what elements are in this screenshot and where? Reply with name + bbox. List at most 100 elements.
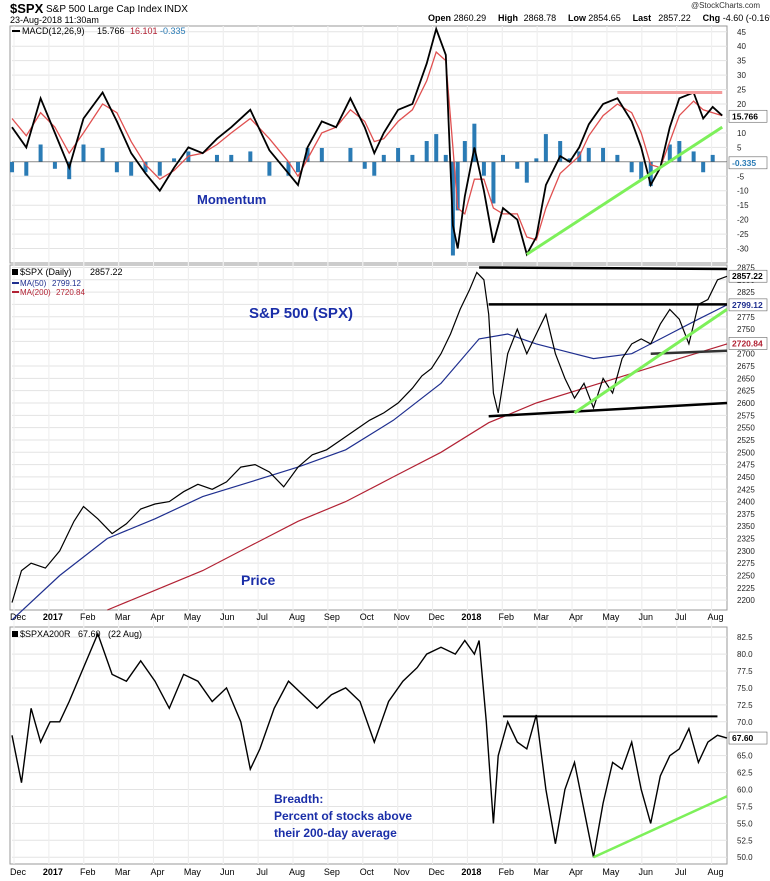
grid-lines bbox=[12, 26, 727, 864]
macd-histogram-bar bbox=[500, 154, 505, 162]
y-tick-label: 20 bbox=[737, 100, 746, 109]
x-tick-label: Sep bbox=[324, 612, 340, 622]
x-tick-label: Jul bbox=[256, 612, 268, 622]
x-tick-label: Mar bbox=[115, 867, 131, 877]
breadth-legend-name: $SPXA200R bbox=[20, 629, 71, 639]
x-tick-label: Dec bbox=[429, 612, 446, 622]
macd-histogram-bar bbox=[214, 154, 219, 162]
y-tick-label: 2600 bbox=[737, 399, 755, 408]
y-tick-label: 75.0 bbox=[737, 684, 753, 693]
y-tick-label: 2450 bbox=[737, 473, 755, 482]
y-tick-label: 60.0 bbox=[737, 786, 753, 795]
x-tick-label: Nov bbox=[394, 612, 411, 622]
y-tick-label: 25 bbox=[737, 86, 746, 95]
y-tick-label: -20 bbox=[737, 216, 749, 225]
macd-histogram-bar bbox=[10, 161, 14, 173]
value-tag-box bbox=[728, 337, 768, 350]
y-tick-label: 50.0 bbox=[737, 853, 753, 862]
y-tick-label: 70.0 bbox=[737, 718, 753, 727]
y-tick-label: 2225 bbox=[737, 584, 755, 593]
macd-histogram-bar bbox=[615, 154, 620, 162]
y-tick-label: 2700 bbox=[737, 350, 755, 359]
ma50-line bbox=[11, 304, 728, 621]
breadth-panel-frame bbox=[9, 626, 728, 865]
macd-histogram-bar bbox=[534, 158, 539, 162]
y-tick-label: 2875 bbox=[737, 263, 755, 272]
y-tick-label: -30 bbox=[737, 245, 749, 254]
y-tick-label: -15 bbox=[737, 201, 749, 210]
quote-row: Open 2860.29 High 2868.78 Low 2854.65 Last 2857… bbox=[428, 13, 770, 23]
macd-histogram-bar bbox=[558, 141, 563, 162]
macd-histogram-bar bbox=[305, 147, 310, 162]
breadth-legend: $SPXA200R 67.60 (22 Aug) bbox=[12, 629, 142, 639]
header-symbol: $SPX bbox=[10, 1, 44, 16]
macd-histogram-bar bbox=[396, 147, 401, 162]
y-tick-label: 2650 bbox=[737, 374, 755, 383]
macd-histogram-bar bbox=[710, 154, 715, 162]
price-panel-frame bbox=[9, 264, 728, 611]
value-tag-text: 2799.12 bbox=[732, 300, 763, 310]
price-legend-ma50: MA(50) bbox=[20, 279, 47, 288]
y-tick-label: 80.0 bbox=[737, 650, 753, 659]
y-tick-label: 2250 bbox=[737, 572, 755, 581]
macd-legend-macd: 15.766 bbox=[97, 26, 125, 36]
macd-histogram-bar bbox=[286, 161, 291, 176]
y-tick-label: 57.5 bbox=[737, 802, 753, 811]
trendline bbox=[488, 401, 728, 418]
macd-histogram-bar bbox=[481, 161, 486, 176]
x-tick-label: Feb bbox=[80, 612, 96, 622]
macd-histogram-bar bbox=[472, 123, 477, 162]
y-tick-label: 2400 bbox=[737, 498, 755, 507]
value-tag-box bbox=[728, 156, 768, 170]
x-tick-label: Jun bbox=[220, 867, 235, 877]
header-brand: @StockCharts.com bbox=[691, 1, 760, 10]
macd-histogram-bar bbox=[38, 144, 43, 162]
price-legend-spx-value: 2857.22 bbox=[90, 267, 123, 277]
breadth-annotation-line-2: Percent of stocks above bbox=[274, 809, 412, 823]
y-tick-label: 62.5 bbox=[737, 769, 753, 778]
macd-legend-hist: -0.335 bbox=[160, 26, 186, 36]
y-tick-label: 45 bbox=[737, 28, 746, 37]
macd-legend: MACD(12,26,9) 15.766 16.101 -0.335 bbox=[12, 26, 186, 36]
price-title: S&P 500 (SPX) bbox=[249, 305, 353, 322]
macd-histogram-bar bbox=[157, 161, 162, 176]
y-tick-label: 72.5 bbox=[737, 701, 753, 710]
y-tick-label: 2825 bbox=[737, 288, 755, 297]
trendline bbox=[479, 266, 728, 271]
value-tag-box bbox=[728, 109, 768, 123]
quote-label: Last bbox=[633, 13, 652, 23]
x-tick-label: Nov bbox=[394, 867, 411, 877]
price-legend: $SPX (Daily) 2857.22 MA(50) 2799.12 MA(2… bbox=[12, 267, 123, 297]
macd-histogram-bar bbox=[701, 161, 706, 173]
price-line bbox=[11, 271, 728, 603]
y-tick-label: 2550 bbox=[737, 424, 755, 433]
macd-histogram-bar bbox=[143, 161, 148, 173]
y-tick-label: 55.0 bbox=[737, 819, 753, 828]
macd-histogram-bar bbox=[455, 161, 460, 211]
x-tick-label: 2017 bbox=[43, 612, 63, 622]
value-tag-box bbox=[728, 731, 768, 745]
x-tick-label: Oct bbox=[360, 867, 375, 877]
y-tick-label: 2775 bbox=[737, 313, 755, 322]
price-legend-ma200-value: 2720.84 bbox=[56, 288, 85, 297]
x-tick-label: Feb bbox=[499, 867, 515, 877]
ma200-line bbox=[107, 343, 728, 611]
x-tick-label: Jul bbox=[675, 612, 687, 622]
x-tick-label: Apr bbox=[151, 867, 165, 877]
price-legend-spx: $SPX (Daily) bbox=[20, 267, 72, 277]
x-tick-label: Jul bbox=[256, 867, 268, 877]
x-tick-label: Oct bbox=[360, 612, 375, 622]
y-tick-label: 2525 bbox=[737, 436, 755, 445]
y-tick-label: 2750 bbox=[737, 325, 755, 334]
breadth-annotation-line-3: their 200-day average bbox=[274, 826, 397, 840]
x-tick-label: May bbox=[602, 867, 620, 877]
y-tick-label: -10 bbox=[737, 187, 749, 196]
x-tick-label: Mar bbox=[533, 867, 549, 877]
trendline bbox=[593, 795, 728, 859]
macd-legend-signal: 16.101 bbox=[130, 26, 158, 36]
x-tick-label: 2018 bbox=[461, 867, 481, 877]
macd-histogram-bar bbox=[543, 134, 548, 162]
x-tick-label: Apr bbox=[569, 612, 583, 622]
x-tick-label: 2018 bbox=[461, 612, 481, 622]
